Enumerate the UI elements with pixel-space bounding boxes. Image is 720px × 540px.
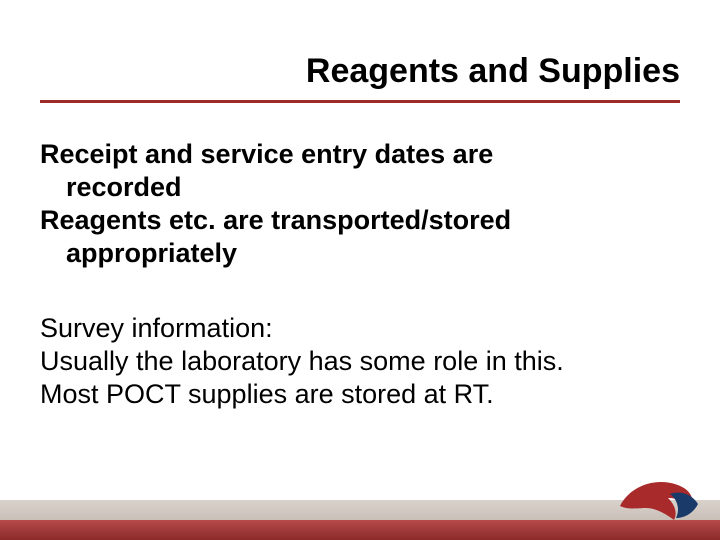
- logo-icon: [612, 464, 702, 534]
- slide: Reagents and Supplies Receipt and servic…: [0, 0, 720, 540]
- normal-line: Usually the laboratory has some role in …: [40, 345, 670, 378]
- bold-line: recorded: [40, 171, 670, 204]
- bold-line: Reagents etc. are transported/stored: [40, 204, 670, 237]
- bold-text-block: Receipt and service entry dates are reco…: [40, 138, 670, 270]
- bold-line: Receipt and service entry dates are: [40, 138, 670, 171]
- slide-title: Reagents and Supplies: [0, 52, 680, 91]
- title-underline: [40, 100, 680, 103]
- normal-line: Most POCT supplies are stored at RT.: [40, 378, 670, 411]
- slide-content: Receipt and service entry dates are reco…: [40, 138, 670, 411]
- bold-line: appropriately: [40, 237, 670, 270]
- normal-line: Survey information:: [40, 312, 670, 345]
- normal-text-block: Survey information: Usually the laborato…: [40, 312, 670, 411]
